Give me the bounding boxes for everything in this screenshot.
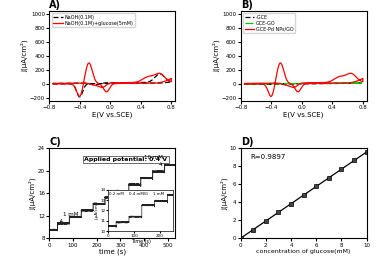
Legend: NaOH(0.1M), NaOH(0.1M)+glucose(5mM): NaOH(0.1M), NaOH(0.1M)+glucose(5mM) [51,13,135,27]
Text: 1 mM: 1 mM [60,212,79,221]
Y-axis label: j(μA/cm²): j(μA/cm²) [29,177,37,210]
Text: B): B) [241,0,253,10]
Text: 10 mM: 10 mM [144,155,163,165]
Y-axis label: j(μA/cm²): j(μA/cm²) [21,40,28,72]
Y-axis label: j(μA/cm²): j(μA/cm²) [212,40,220,72]
Text: A): A) [49,0,61,10]
X-axis label: E(V vs.SCE): E(V vs.SCE) [284,112,324,118]
Y-axis label: j(μA/cm²): j(μA/cm²) [221,177,228,210]
Text: C): C) [49,137,61,147]
Text: R=0.9897: R=0.9897 [251,154,286,160]
Text: Applied potential: 0.4 V: Applied potential: 0.4 V [84,157,167,162]
X-axis label: concentration of glucose(mM): concentration of glucose(mM) [256,249,351,254]
X-axis label: E(V vs.SCE): E(V vs.SCE) [92,112,132,118]
X-axis label: time (s): time (s) [99,249,126,255]
Text: D): D) [241,137,253,147]
Legend: -GCE, GCE-GO, GCE-Pd NPs/GO: -GCE, GCE-GO, GCE-Pd NPs/GO [243,13,295,33]
